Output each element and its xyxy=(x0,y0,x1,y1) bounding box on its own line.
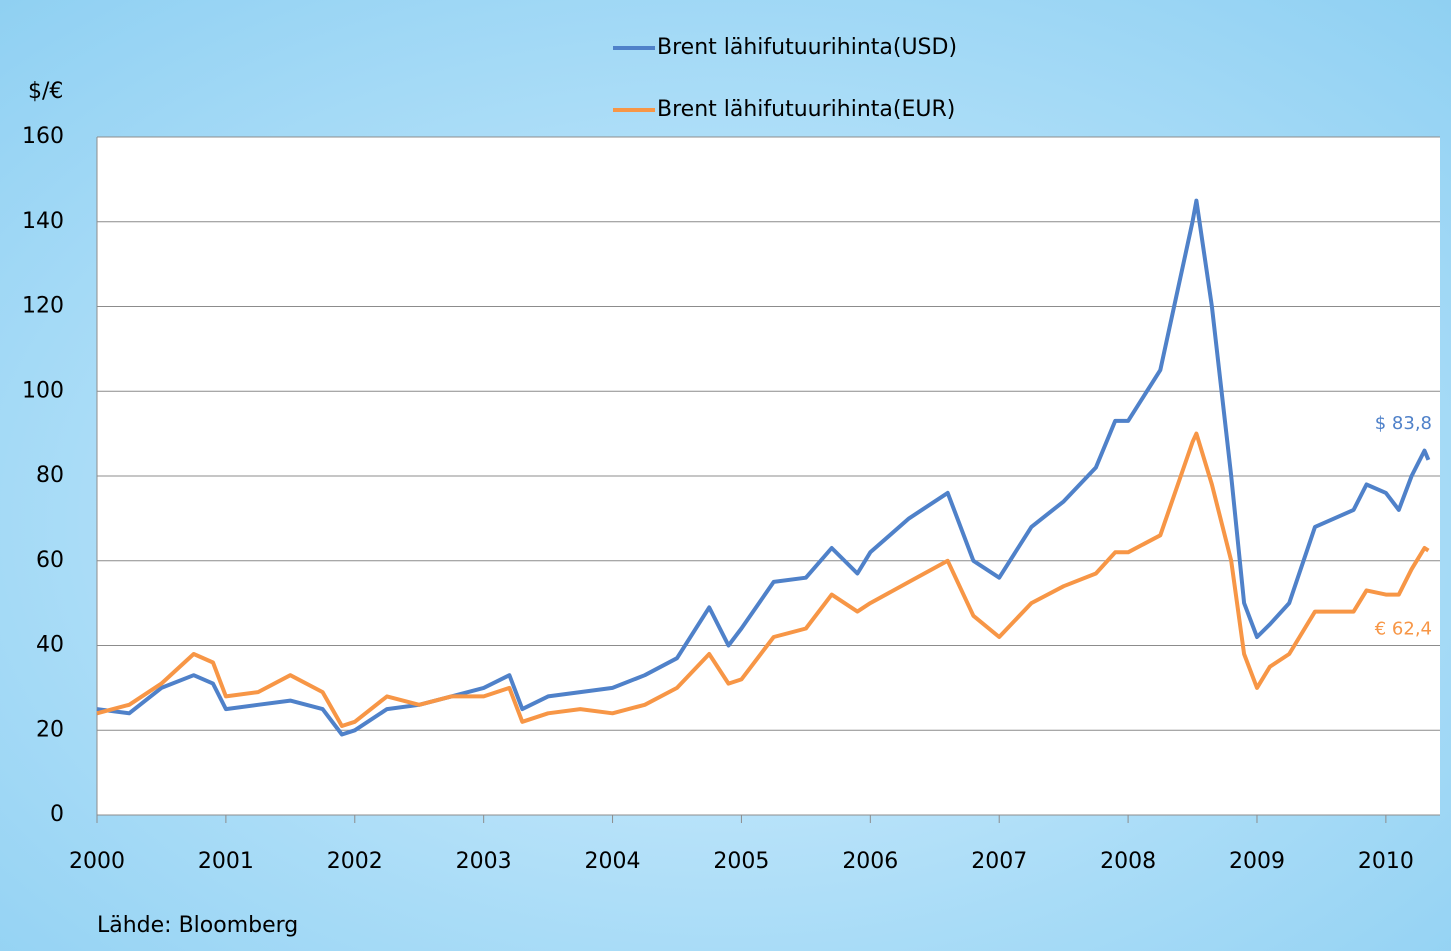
x-tick-label: 2004 xyxy=(585,849,641,874)
x-tick-label: 2007 xyxy=(971,849,1027,874)
x-tick-label: 2001 xyxy=(198,849,254,874)
series-line xyxy=(96,198,1431,737)
y-tick-label: 120 xyxy=(22,294,64,319)
x-tick-label: 2003 xyxy=(456,849,512,874)
y-tick-label: 140 xyxy=(22,209,64,234)
y-tick-label: 100 xyxy=(22,378,64,403)
x-tick-label: 2009 xyxy=(1229,849,1285,874)
y-tick-label: 80 xyxy=(36,463,64,488)
x-tick-label: 2010 xyxy=(1358,849,1414,874)
y-axis-label: $/€ xyxy=(28,79,63,104)
x-tick-label: 2008 xyxy=(1100,849,1156,874)
value-annotation: € 62,4 xyxy=(1375,619,1432,640)
legend-label: Brent lähifutuurihinta(USD) xyxy=(657,35,957,60)
y-tick-label: 40 xyxy=(36,633,64,658)
x-tick-label: 2002 xyxy=(327,849,383,874)
y-tick-label: 160 xyxy=(22,124,64,149)
value-annotation: $ 83,8 xyxy=(1375,413,1432,434)
source-note: Lähde: Bloomberg xyxy=(97,913,298,938)
y-tick-label: 20 xyxy=(36,717,64,742)
series-line xyxy=(96,431,1430,728)
x-tick-label: 2006 xyxy=(842,849,898,874)
y-tick-label: 0 xyxy=(50,802,64,827)
x-tick-label: 2000 xyxy=(69,849,125,874)
x-tick-label: 2005 xyxy=(713,849,769,874)
y-tick-label: 60 xyxy=(36,548,64,573)
legend-label: Brent lähifutuurihinta(EUR) xyxy=(657,97,955,122)
